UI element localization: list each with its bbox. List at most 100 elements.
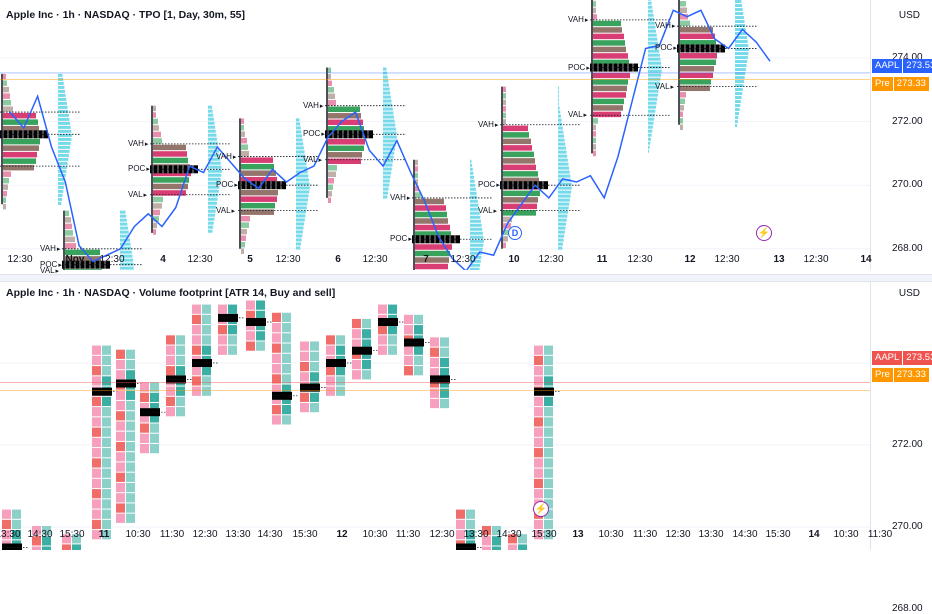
sell-volume-cell: [430, 399, 439, 408]
tpo-chart-canvas[interactable]: [0, 0, 932, 270]
tpo-row: [680, 118, 683, 124]
buy-volume-cell: [440, 337, 449, 346]
earnings-bolt-icon[interactable]: ⚡: [533, 501, 549, 517]
time-tick: 12:30: [187, 254, 212, 265]
buy-volume-cell: [282, 333, 291, 342]
sell-volume-cell: [92, 448, 101, 457]
time-tick: 15:30: [531, 529, 556, 540]
volume-bar: [58, 90, 65, 93]
volume-bar: [120, 267, 134, 270]
time-tick: 12:30: [538, 254, 563, 265]
volume-bar: [58, 162, 68, 165]
sell-volume-cell: [92, 366, 101, 375]
premarket-price-badge: Pre 273.33: [872, 77, 929, 91]
sell-volume-cell: [116, 370, 125, 379]
tpo-row: [3, 178, 9, 184]
tpo-row: [415, 199, 444, 205]
sell-volume-cell: [32, 546, 41, 550]
footprint-chart-canvas[interactable]: [0, 282, 932, 550]
sell-volume-cell: [92, 520, 101, 529]
sell-volume-cell: [534, 448, 543, 457]
tpo-chart-pane[interactable]: Apple Inc · 1h · NASDAQ · TPO [1, Day, 3…: [0, 0, 932, 270]
footprint-chart-pane[interactable]: Apple Inc · 1h · NASDAQ · Volume footpri…: [0, 282, 932, 550]
tpo-row: [241, 242, 245, 248]
currency-label[interactable]: USD: [899, 288, 920, 299]
buy-volume-cell: [282, 313, 291, 322]
tpo-row: [503, 197, 538, 203]
volume-bar: [558, 111, 560, 114]
volume-bar: [383, 76, 388, 79]
tpo-row: [680, 105, 684, 111]
buy-volume-cell: [228, 305, 237, 314]
premarket-price-badge: Pre 273.33: [872, 368, 929, 382]
tpo-row: [3, 197, 6, 203]
sell-volume-cell: [352, 370, 361, 379]
tpo-row: [153, 125, 159, 131]
volume-bar: [120, 215, 126, 218]
volume-bar: [58, 130, 71, 133]
volume-bar: [558, 227, 565, 230]
tpo-row: [3, 93, 10, 99]
tpo-row: [65, 237, 75, 243]
dividend-marker[interactable]: D: [508, 226, 522, 240]
volume-bar: [558, 243, 563, 246]
earnings-bolt-icon[interactable]: ⚡: [756, 225, 772, 241]
volume-bar: [648, 98, 657, 101]
buy-volume-cell: [336, 335, 345, 344]
sell-volume-cell: [326, 387, 335, 396]
sell-volume-cell: [116, 493, 125, 502]
buy-volume-cell: [388, 346, 397, 355]
time-tick: 10:30: [125, 529, 150, 540]
volume-bar: [735, 104, 740, 107]
sell-volume-cell: [166, 397, 175, 406]
volume-bar: [296, 202, 307, 205]
tpo-row: [593, 21, 621, 27]
time-tick: 14: [860, 254, 871, 265]
sell-volume-cell: [192, 315, 201, 324]
currency-label[interactable]: USD: [899, 10, 920, 21]
volume-bar: [648, 6, 652, 9]
sell-volume-cell: [534, 397, 543, 406]
buy-volume-cell: [440, 358, 449, 367]
volume-bar: [296, 230, 303, 233]
sell-volume-cell: [246, 331, 255, 340]
tpo-row: [3, 191, 7, 197]
sell-volume-cell: [272, 405, 281, 414]
tpo-row: [153, 229, 156, 235]
tpo-row: [153, 210, 160, 216]
volume-bar: [58, 194, 63, 197]
volume-bar: [296, 118, 300, 121]
volume-bar: [558, 195, 571, 198]
volume-bar: [558, 191, 571, 194]
time-tick: 10:30: [598, 529, 623, 540]
volume-bar: [296, 126, 301, 129]
sell-volume-cell: [92, 469, 101, 478]
volume-bar: [648, 118, 654, 121]
buy-volume-cell: [440, 348, 449, 357]
volume-bar: [58, 126, 71, 129]
volume-bar: [558, 155, 567, 158]
pane-divider[interactable]: [0, 274, 932, 282]
tpo-row: [3, 106, 13, 112]
volume-bar: [735, 108, 740, 111]
volume-bar: [383, 124, 395, 127]
volume-bar: [648, 94, 658, 97]
sell-volume-cell: [140, 434, 149, 443]
time-tick: 13:30: [225, 529, 250, 540]
tpo-level-label: POC: [303, 129, 325, 138]
tpo-level-label: VAH: [128, 139, 148, 148]
tpo-row: [503, 126, 528, 131]
buy-volume-cell: [126, 421, 135, 430]
buy-volume-cell: [202, 346, 211, 355]
buy-volume-cell: [102, 499, 111, 508]
buy-volume-cell: [12, 510, 21, 519]
time-tick: 15:30: [765, 529, 790, 540]
buy-volume-cell: [126, 360, 135, 369]
tpo-row: [680, 8, 687, 14]
tpo-row: [593, 47, 626, 53]
volume-bar: [558, 175, 570, 178]
buy-volume-cell: [102, 510, 111, 519]
sell-volume-cell: [92, 407, 101, 416]
volume-bar: [470, 192, 477, 195]
tpo-level-label: VAL: [216, 206, 235, 215]
